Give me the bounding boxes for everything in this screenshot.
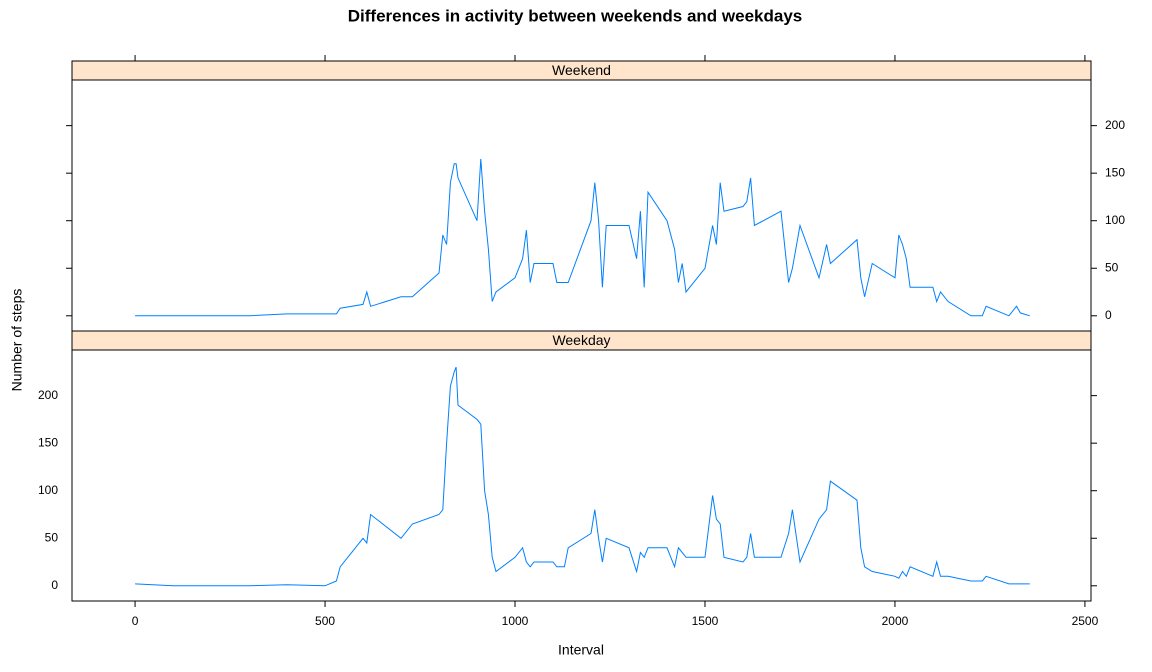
y-tick-label: 0 (1105, 308, 1112, 322)
strip-label: Weekend (552, 62, 611, 78)
x-axis-label: Interval (558, 642, 604, 658)
y-tick-label: 0 (51, 578, 58, 592)
panel-frame (71, 349, 1092, 602)
x-tick-label: 0 (132, 614, 139, 628)
x-tick-label: 2500 (1072, 614, 1099, 628)
data-line (135, 158, 1030, 317)
y-tick-label: 150 (1105, 165, 1125, 179)
strip-label: Weekday (552, 332, 610, 348)
y-tick-label: 200 (38, 388, 58, 402)
y-tick-label: 200 (1105, 118, 1125, 132)
y-tick-label: 150 (38, 435, 58, 449)
y-tick-label: 50 (1105, 260, 1119, 274)
data-line (135, 366, 1030, 587)
y-axis-label: Number of steps (9, 289, 25, 392)
y-tick-label: 50 (45, 530, 59, 544)
x-tick-label: 1000 (502, 614, 529, 628)
x-tick-label: 1500 (692, 614, 719, 628)
x-tick-label: 2000 (882, 614, 909, 628)
chart-title: Differences in activity between weekends… (348, 6, 802, 25)
x-tick-label: 500 (315, 614, 335, 628)
panel-frame (71, 79, 1092, 332)
y-tick-label: 100 (38, 483, 58, 497)
y-tick-label: 100 (1105, 213, 1125, 227)
